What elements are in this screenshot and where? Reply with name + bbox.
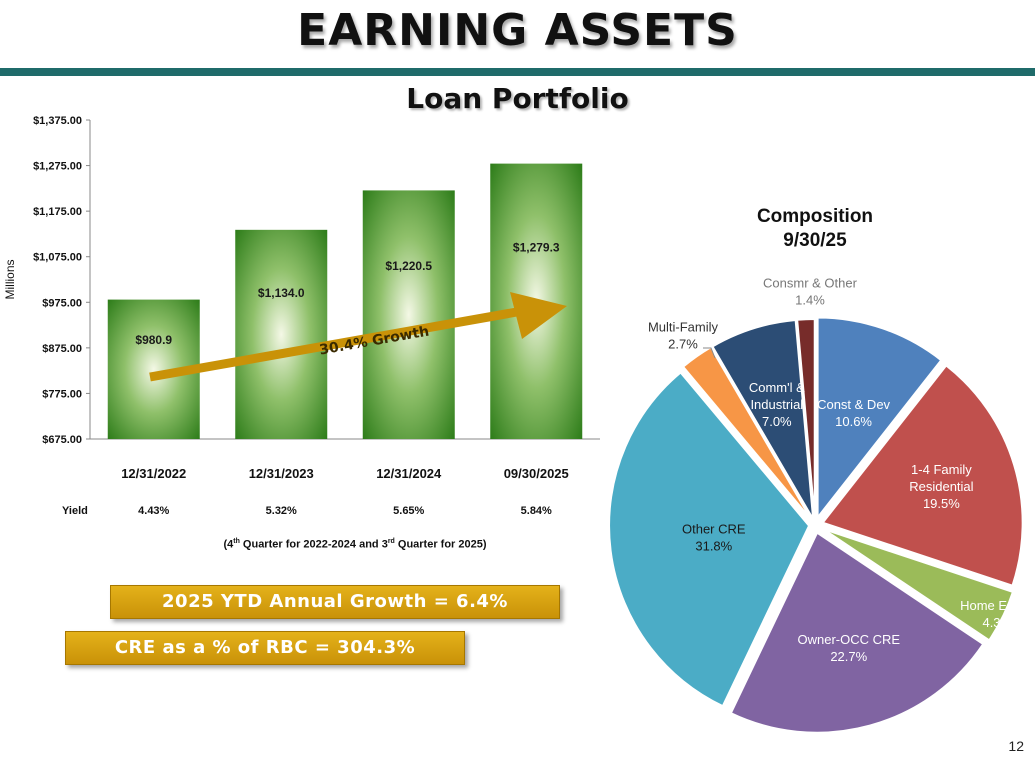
yield-value: 5.84% [521, 505, 552, 517]
page-title: EARNING ASSETS [297, 5, 738, 56]
pie-label: 1-4 Family Residential 19.5% [909, 462, 973, 511]
pie-slice [816, 316, 943, 521]
pie-label: Home Equity 4.3% [960, 598, 1030, 630]
pie-slice [820, 364, 1024, 587]
footnote: (4th Quarter for 2022-2024 and 3rd Quart… [120, 538, 590, 551]
pie-label-line: 10.6% [835, 414, 872, 429]
pie-label-line: 7.0% [762, 414, 792, 429]
pie-slice [711, 318, 815, 520]
pie-label: Owner-OCC CRE 22.7% [797, 632, 900, 664]
pie-label: Comm'l & Industrial 7.0% [749, 380, 805, 429]
pie-slice [822, 528, 1015, 642]
pie-label: Other CRE 31.8% [682, 521, 746, 553]
chart-subtitle: Loan Portfolio [406, 82, 629, 115]
x-tick-label: 12/31/2022 [121, 466, 186, 481]
pie-label-line: 2.7% [668, 337, 698, 352]
pie-label-line: Comm'l & [749, 380, 805, 395]
page-number: 12 [1008, 738, 1024, 754]
pie-label: Multi-Family 2.7% [648, 320, 719, 352]
bar [362, 190, 455, 439]
growth-arrow-head [510, 292, 567, 339]
composition-title-line2: 9/30/25 [783, 230, 847, 251]
footnote-text-3: Quarter for 2025) [394, 538, 487, 551]
pie-label-line: Multi-Family [648, 320, 719, 335]
y-tick-label: $1,075.00 [33, 252, 82, 264]
composition-title-line1: Composition [756, 206, 874, 227]
pie-label-line: Const & Dev [817, 397, 890, 412]
composition-pie-chart: Const & Dev 10.6% 1-4 Family Residential 19.… [608, 276, 1030, 734]
x-tick-label: 09/30/2025 [504, 466, 569, 481]
y-tick-label: $875.00 [42, 343, 82, 355]
yield-value: 5.65% [393, 505, 424, 517]
footnote-sup-2: rd [387, 538, 395, 545]
pie-leader-line [703, 347, 716, 359]
pie-label-line: Consmr & Other [763, 276, 858, 291]
pie-label-line: Home Equity [960, 598, 1030, 613]
composition-title: Composition 9/30/25 [720, 205, 910, 253]
bar-data-label: $980.9 [135, 333, 172, 347]
y-tick-label: $1,175.00 [33, 206, 82, 218]
pie-label-line: 1.4% [795, 293, 825, 308]
pie-label-line: 19.5% [923, 496, 960, 511]
pie-label-line: 22.7% [830, 649, 867, 664]
pie-label-line: 31.8% [695, 538, 732, 553]
pie-slice [729, 531, 985, 734]
footnote-text-2: Quarter for 2022-2024 and 3 [239, 538, 388, 551]
footnote-sup-1: th [233, 538, 240, 545]
bar-data-label: $1,134.0 [258, 286, 305, 300]
pie-slice [796, 318, 816, 520]
y-tick-label: $975.00 [42, 297, 82, 309]
bar-data-label: $1,279.3 [513, 241, 560, 255]
pie-label-line: 4.3% [982, 615, 1012, 630]
yield-value: 5.32% [266, 505, 297, 517]
ytd-growth-callout: 2025 YTD Annual Growth = 6.4% [110, 585, 560, 619]
y-tick-label: $775.00 [42, 388, 82, 400]
pie-label: Const & Dev 10.6% [817, 397, 890, 429]
y-axis-label: Millions [3, 259, 17, 299]
x-tick-label: 12/31/2023 [249, 466, 314, 481]
pie-label-line: Residential [909, 479, 973, 494]
yield-value: 4.43% [138, 505, 169, 517]
pie-label-line: Other CRE [682, 521, 746, 536]
pie-label: Consmr & Other 1.4% [763, 276, 858, 308]
yield-label: Yield [62, 505, 88, 517]
title-divider [0, 68, 1035, 76]
pie-label-line: 1-4 Family [911, 462, 972, 477]
y-tick-label: $1,275.00 [33, 161, 82, 173]
y-tick-label: $675.00 [42, 434, 82, 446]
footnote-text-1: (4 [223, 538, 234, 551]
y-tick-label: $1,375.00 [33, 115, 82, 127]
growth-arrow-shaft [149, 305, 529, 382]
loan-portfolio-bar-chart: $675.00 $775.00 $875.00 $975.00 $1,075.00 $1,… [3, 115, 600, 517]
cre-rbc-callout: CRE as a % of RBC = 304.3% [65, 631, 465, 665]
pie-slice [681, 345, 813, 521]
bar [235, 229, 328, 439]
pie-slice [608, 371, 811, 708]
pie-label-line: Owner-OCC CRE [797, 632, 900, 647]
bar-data-label: $1,220.5 [385, 259, 432, 273]
x-tick-label: 12/31/2024 [376, 466, 442, 481]
pie-label-line: Industrial [750, 397, 803, 412]
